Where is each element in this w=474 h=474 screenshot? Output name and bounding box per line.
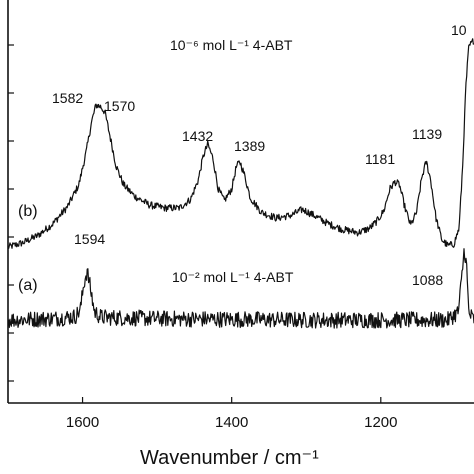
plot-area: 1600 1400 1200 10⁻⁶ mol L⁻¹ 4-ABT 10⁻² mol…	[7, 0, 474, 469]
peak-label-1594: 1594	[74, 231, 105, 247]
x-tick-label-1400: 1400	[215, 414, 248, 431]
series-b-label: (b)	[18, 203, 38, 220]
x-axis-ticks: 1600 1400 1200	[66, 397, 397, 431]
peak-label-1088: 1088	[412, 272, 443, 288]
peak-label-1570: 1570	[104, 98, 135, 114]
series-a-annotation: 10⁻² mol L⁻¹ 4-ABT	[172, 269, 294, 285]
peak-label-1432: 1432	[182, 128, 213, 144]
series-b-spectrum-line	[7, 38, 474, 249]
x-tick-label-1600: 1600	[66, 414, 99, 431]
y-axis-ticks	[8, 44, 14, 382]
x-axis-title: Wavenumber / cm⁻¹	[140, 447, 319, 469]
peak-label-10-cut: 10	[451, 22, 467, 38]
series-a-spectrum-line	[7, 248, 474, 329]
peak-label-1139: 1139	[412, 126, 442, 142]
peak-label-1582: 1582	[52, 90, 83, 106]
series-b-annotation: 10⁻⁶ mol L⁻¹ 4-ABT	[170, 37, 293, 53]
peak-label-1389: 1389	[234, 138, 265, 154]
peak-label-1181: 1181	[365, 151, 395, 167]
series-a-label: (a)	[18, 277, 38, 294]
x-tick-label-1200: 1200	[364, 414, 397, 431]
